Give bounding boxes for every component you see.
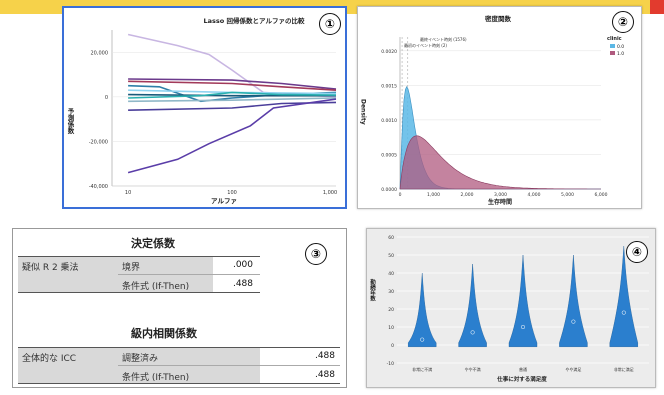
x-tick-label: 1,000 [323,190,337,196]
x-tick-label: 0 [399,192,402,198]
violin-2 [458,263,487,347]
y-tick-label: -10 [387,361,394,367]
x-tick-label: 6,000 [595,192,608,198]
lasso-chart-panel: Lasso 回帰係数とアルファの比較 20,000 0 -20,000 -40,000 1… [62,6,347,209]
y-tick-label: 0 [105,95,108,101]
y-tick-label: -20,000 [89,139,108,145]
table1-bottom-rule [18,292,260,293]
median-marker-4 [571,319,576,324]
x-tick-label: 100 [227,190,237,196]
y-tick-label: 30 [388,289,394,295]
violin-5 [609,245,638,347]
table1-sub2: 条件式 (If-Then) [122,282,190,292]
violin-chart-panel: 60 50 40 30 20 10 0 -10 勤続年数仕事に対する満足度 非常に不満 やや不満 普通… [366,228,656,388]
legend-swatch-0 [610,44,615,48]
coefficient-line-6 [128,93,336,97]
legend-swatch-1 [610,51,615,55]
x-tick-label: やや不満 [465,366,481,372]
y-axis-label: Density [360,99,367,125]
legend-label-0: 0.0 [617,44,624,50]
badge-4: ④ [626,241,648,263]
y-tick-label: 20,000 [91,50,109,56]
y-tick-label: 0 [391,343,394,349]
x-axis-label: 生存時間 [488,198,512,206]
y-tick-label: 0.0020 [381,49,397,55]
table1-row-label: 疑似 R 2 乗法 [22,263,79,273]
table2-row-label: 全体的な ICC [22,354,77,364]
table1-title: 決定係数 [131,237,175,250]
x-axis-label: アルファ [211,197,237,205]
y-axis-label: 予測係数 [66,108,74,136]
table1-val1: .000 [232,260,253,270]
table2-val2: .488 [314,370,335,380]
y-tick-label: 0.0000 [381,187,397,193]
x-axis-label: 仕事に対する満足度 [496,375,547,383]
legend-title: clinic [607,36,622,42]
y-tick-label: 0.0010 [381,118,397,124]
y-tick-label: -40,000 [89,184,108,190]
x-tick-label: 1,000 [427,192,440,198]
median-marker-5 [621,310,626,315]
x-tick-label: 非常に満足 [614,366,634,372]
table2-top-rule [18,347,340,348]
median-marker-3 [520,324,526,330]
x-tick-label: 5,000 [561,192,574,198]
badge-1: ① [319,13,341,35]
coefficient-table-panel: 決定係数 ③ 疑似 R 2 乗法 境界 .000 条件式 (If-Then) .… [12,228,347,388]
table2-title: 級内相関係数 [131,327,197,340]
annotation-last-event: 最終イベント時刻 (1576) [420,36,467,42]
lasso-chart: Lasso 回帰係数とアルファの比較 20,000 0 -20,000 -40,000 1… [66,16,337,205]
y-tick-label: 20 [388,307,394,313]
coefficient-line-7 [128,91,337,99]
coefficient-line-8 [128,97,337,103]
table2-sub2: 条件式 (If-Then) [122,373,190,383]
y-tick-label: 40 [388,271,394,277]
annotation-first-event: 最初のイベント時刻 (2) [404,42,447,48]
table1-top-rule [18,256,260,257]
table1-mid-rule [118,274,260,275]
coefficient-line-2 [128,78,337,90]
coefficient-line-10 [127,98,337,174]
x-tick-label: やや満足 [565,366,581,372]
badge-3: ③ [305,243,327,265]
corner-accent [650,0,664,14]
table1-sub1: 境界 [122,263,141,273]
y-tick-label: 50 [388,253,394,259]
x-tick-label: 非常に不満 [412,366,432,372]
chart-title: Lasso 回帰係数とアルファの比較 [204,16,305,25]
coefficient-line-3 [128,80,337,91]
y-axis-label: 勤続年数 [369,278,376,303]
violin-1 [408,272,437,347]
table2-mid-rule [118,365,340,366]
x-tick-label: 普通 [519,366,527,372]
median-marker-1 [420,337,425,342]
y-tick-label: 0.0015 [381,83,397,89]
violin-3 [508,254,538,347]
x-tick-label: 2,000 [461,192,474,198]
legend-label-1: 1.0 [617,51,624,57]
density-chart-panel: 密度関数 0.0020 0.0015 0.0010 0.0005 0.0000 0 1,000… [357,6,642,209]
y-tick-label: 0.0005 [381,152,397,158]
median-marker-2 [470,330,475,335]
table2-val1: .488 [314,351,335,361]
table2-sub1: 調整済み [122,354,159,364]
y-tick-label: 60 [388,235,394,241]
y-tick-label: 10 [388,325,394,331]
table1-val2: .488 [232,279,253,289]
x-tick-label: 3,000 [494,192,507,198]
x-tick-label: 4,000 [528,192,541,198]
chart-title: 密度関数 [485,14,512,23]
violin-4 [559,254,588,347]
density-area-1 [399,135,601,190]
x-tick-label: 10 [125,190,131,196]
badge-2: ② [612,11,634,33]
table2-bottom-rule [18,383,340,384]
